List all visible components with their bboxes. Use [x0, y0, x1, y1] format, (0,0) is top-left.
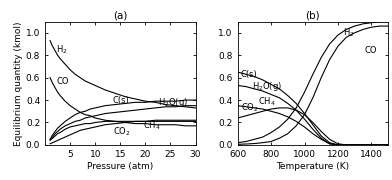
- Text: CO$_2$: CO$_2$: [241, 102, 258, 114]
- Text: CO: CO: [56, 76, 69, 86]
- Text: C(s): C(s): [113, 96, 129, 105]
- X-axis label: Temperature (K): Temperature (K): [276, 161, 349, 170]
- Text: H$_2$O(g): H$_2$O(g): [158, 96, 188, 109]
- Text: CO$_2$: CO$_2$: [113, 126, 131, 138]
- Y-axis label: Equilibrium quantity (kmol): Equilibrium quantity (kmol): [14, 21, 23, 145]
- Text: C(s): C(s): [241, 70, 258, 79]
- X-axis label: Pressure (atm): Pressure (atm): [87, 161, 153, 170]
- Title: (a): (a): [113, 11, 127, 21]
- Text: H$_2$: H$_2$: [343, 27, 354, 39]
- Title: (b): (b): [305, 11, 320, 21]
- Text: CO: CO: [365, 46, 377, 55]
- Text: H$_2$: H$_2$: [56, 43, 68, 56]
- Text: CH$_4$: CH$_4$: [258, 96, 275, 108]
- Text: CH$_4$: CH$_4$: [143, 119, 160, 132]
- Text: H$_2$O(g): H$_2$O(g): [252, 80, 282, 93]
